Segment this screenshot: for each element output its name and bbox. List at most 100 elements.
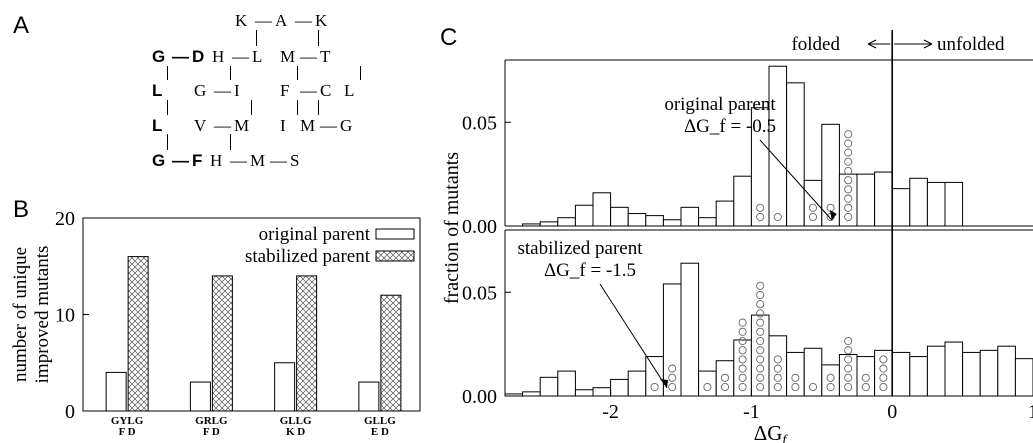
mutant-circle [844,157,853,166]
mutant-circle [844,364,853,373]
mutant-circle [844,373,853,382]
lattice-residue: A [275,11,288,30]
mutant-circle [668,373,677,382]
lattice-bond [167,134,168,150]
lattice-residue: T [320,47,331,66]
annotation-line2: ΔG_f = -1.5 [544,260,636,281]
histogram-bar [768,335,788,397]
histogram-bar [979,349,999,397]
mutant-circle [668,364,677,373]
protein-lattice-diagram: K — A — K G — D H — L M — T L G — I F — C L L V — M I M — G G — F H — M — S [150,10,370,170]
mutant-circle [756,382,765,392]
histogram-bar [768,65,788,227]
histogram-bar [574,204,594,227]
histogram-bar [926,345,946,397]
mutant-circle [879,364,888,373]
category-label-top: GLLG [364,415,396,427]
histogram-bar [715,200,735,227]
lattice-residue: F [280,81,290,100]
histogram-bar [944,341,964,397]
y-tick-label: 20 [55,208,75,230]
mutant-circle [773,355,782,364]
lattice-bond [297,66,298,80]
category-label-bottom: F D [119,426,136,438]
histogram-bar [874,171,893,227]
lattice-residue: G [152,47,166,66]
histogram-bar [1014,358,1033,397]
histogram-bar [504,393,524,397]
mutant-circle [738,373,747,382]
legend-swatch [375,250,415,262]
mutant-circle [738,355,747,364]
mutant-circle [808,212,818,222]
histogram-bar [874,349,893,397]
mutant-circle [844,382,853,392]
lattice-residue: — [214,81,231,100]
y-tick-label: 0.05 [462,112,497,134]
lattice-bond [360,66,361,80]
bar-stabilized-parent [296,275,318,412]
y-tick-label: 0.05 [462,282,497,304]
lattice-bond [256,30,257,46]
mutant-circle [756,355,765,364]
lattice-residue: K [315,11,328,30]
mutant-circle [756,346,765,355]
mutant-circle [773,364,782,373]
mutant-circle [808,203,818,212]
mutant-circle [879,373,888,382]
lattice-residue: — [232,47,249,66]
header-folded: folded [791,34,840,55]
lattice-residue: G [152,151,166,170]
mutant-circle [844,212,853,222]
lattice-residue: H [210,151,223,170]
x-tick-label: -1 [743,401,760,423]
histogram-bar [645,215,664,227]
mutant-circle [844,336,853,346]
category-label-top: GYLG [111,415,144,427]
lattice-residue: C [320,81,332,100]
lattice-residue: — [270,151,287,170]
legend-label: stabilized parent [245,246,371,267]
mutant-circle [826,382,835,392]
mutant-circle [844,355,853,364]
lattice-residue: D [192,47,205,66]
header-arrowhead-right [923,39,933,49]
lattice-residue: M [280,47,296,66]
histogram-bar [838,354,858,397]
lattice-residue: — [295,11,312,30]
y-axis-label: number of uniqueimproved mutants [10,246,53,384]
histogram-bar [522,391,541,397]
panel-label-b: B [13,196,30,223]
mutant-circle [844,166,853,176]
bar-original-parent [189,381,211,412]
bar-original-parent [105,371,127,412]
x-tick-label: -2 [602,401,619,423]
histogram-bar [926,181,946,227]
mutant-circle [738,336,747,346]
mutant-circle [756,212,765,222]
lattice-bond [167,100,168,115]
histogram-bar [592,192,612,227]
histogram-bar [539,221,559,227]
mutant-circle [650,382,659,392]
mutant-circle [756,309,765,318]
histogram-bar [557,217,576,227]
mutant-circle [756,203,765,212]
mutant-circle [844,203,853,212]
lattice-residue: K [235,11,248,30]
lattice-residue: M [300,116,316,135]
x-tick-label: 1 [1028,401,1033,423]
mutant-circle [879,355,888,364]
histogram-bar [909,177,928,227]
category-label-bottom: K D [286,426,305,438]
mutant-circle [844,130,853,139]
mutant-circle [844,346,853,355]
bar-stabilized-parent [380,294,402,412]
y-tick-label: 0.00 [462,386,497,408]
lattice-residue: G [340,116,353,135]
mutant-circle [791,382,800,392]
y-axis-label: fraction of mutants [441,152,463,304]
category-label-top: GRLG [195,415,228,427]
mutant-circle [720,373,730,382]
lattice-residue: — [300,81,317,100]
